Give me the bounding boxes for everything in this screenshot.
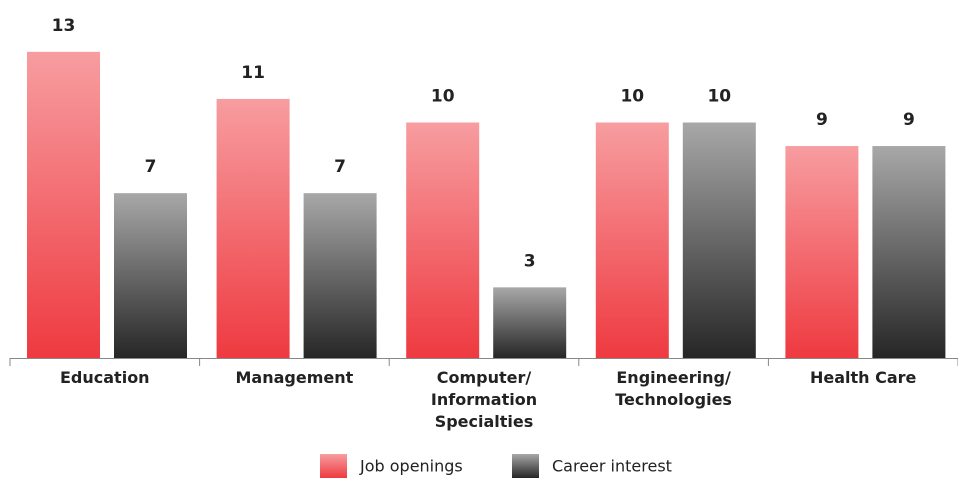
legend-label: Job openings — [359, 457, 463, 476]
x-tick-label: Management — [236, 368, 354, 387]
value-label: 13 — [52, 16, 76, 36]
bar — [406, 122, 480, 358]
bar — [785, 146, 859, 358]
value-label: 10 — [707, 87, 731, 107]
legend-label: Career interest — [552, 457, 672, 476]
bar — [27, 51, 100, 358]
x-tick-label: Education — [60, 368, 150, 387]
value-label: 9 — [816, 110, 828, 130]
value-label: 11 — [241, 63, 265, 83]
legend-swatch — [320, 454, 347, 478]
bar — [114, 193, 187, 358]
value-label: 3 — [524, 251, 536, 271]
bar — [872, 146, 946, 358]
bar — [303, 193, 377, 358]
legend-swatch — [512, 454, 539, 478]
x-tick-label: Engineering/Technologies — [615, 368, 732, 409]
bar — [595, 122, 669, 358]
bar — [216, 98, 290, 358]
value-label: 7 — [145, 157, 157, 177]
value-label: 10 — [620, 87, 644, 107]
bar — [682, 122, 756, 358]
x-tick-label: Health Care — [810, 368, 917, 387]
value-label: 7 — [334, 157, 346, 177]
bar — [493, 287, 567, 358]
value-label: 10 — [431, 87, 455, 107]
x-tick-label: Computer/Information Specialties — [431, 368, 537, 431]
value-label: 9 — [903, 110, 915, 130]
